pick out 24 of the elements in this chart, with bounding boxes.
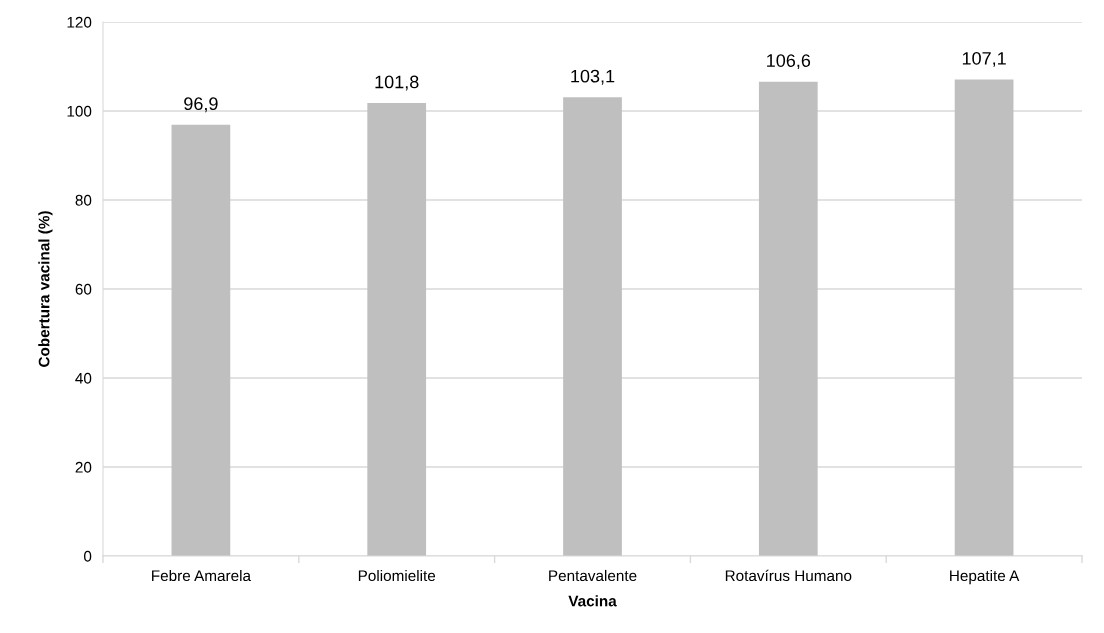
bar	[954, 79, 1014, 556]
data-label: 101,8	[375, 75, 419, 91]
x-tick-label: Hepatite A	[950, 569, 1020, 585]
y-axis-title: Cobertura vacinal (%)	[38, 211, 53, 367]
y-tick-label: 80	[75, 194, 92, 206]
bar	[367, 102, 427, 556]
y-tick-label: 60	[75, 283, 92, 295]
y-tick-label: 40	[75, 372, 92, 384]
x-axis-title: Vacina	[568, 595, 617, 607]
data-label: 107,1	[962, 51, 1006, 67]
bar	[758, 81, 818, 556]
data-label: 96,9	[184, 97, 218, 113]
x-tick-label: Pentavalente	[549, 569, 637, 582]
bar	[563, 97, 622, 556]
x-tick-label: Poliomielite	[358, 569, 436, 582]
data-label: 103,1	[571, 69, 615, 85]
y-tick-label: 0	[83, 550, 92, 562]
y-tick-label: 20	[75, 461, 92, 473]
data-label: 106,6	[767, 54, 811, 70]
bar	[171, 124, 231, 556]
x-tick-label: Febre Amarela	[152, 569, 251, 582]
x-tick-label: Rotavírus Humano	[725, 569, 852, 582]
y-tick-label: 100	[67, 105, 92, 117]
y-tick-label: 120	[67, 16, 92, 28]
